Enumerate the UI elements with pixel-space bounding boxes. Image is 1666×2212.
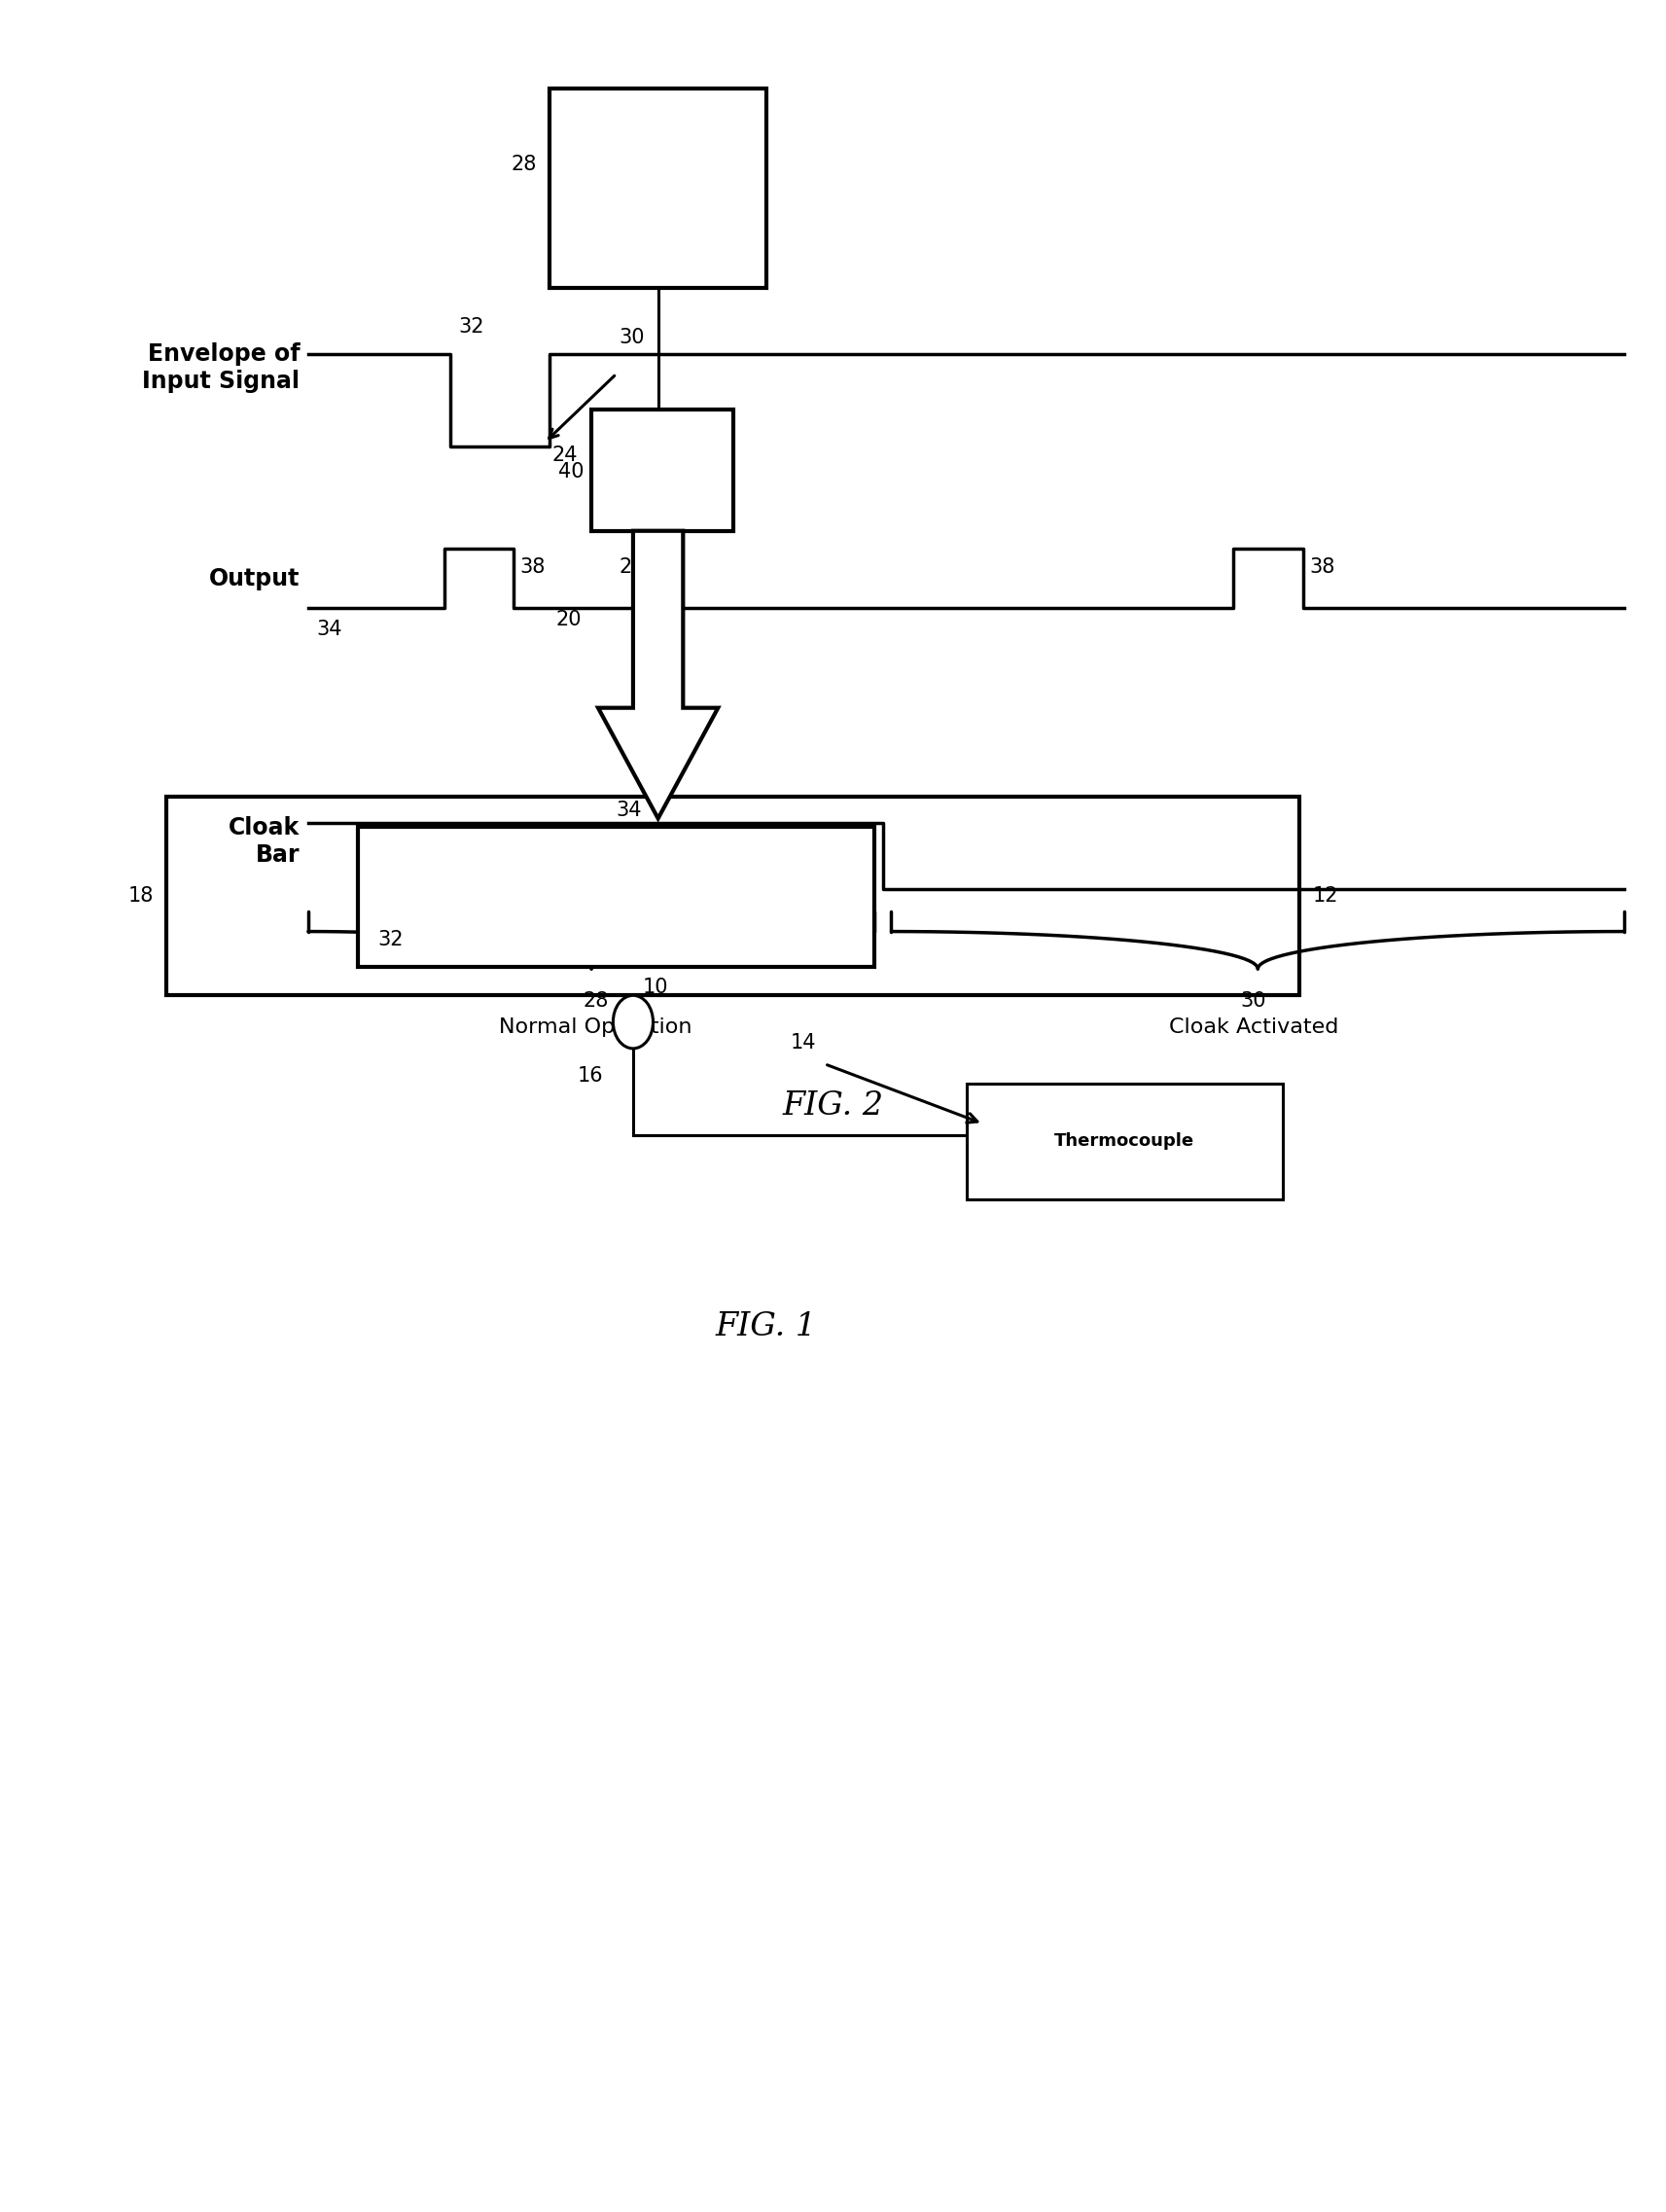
Text: 32: 32: [378, 929, 403, 949]
Text: 40: 40: [558, 462, 583, 482]
Text: 10: 10: [643, 978, 668, 998]
Text: Cloak
Bar: Cloak Bar: [228, 816, 300, 867]
Text: 12: 12: [1313, 887, 1338, 905]
Text: Thermocouple: Thermocouple: [1055, 1133, 1195, 1150]
Text: 16: 16: [576, 1066, 603, 1086]
Text: FIG. 1: FIG. 1: [716, 1312, 816, 1343]
Text: 14: 14: [791, 1033, 816, 1053]
Text: 18: 18: [128, 887, 153, 905]
Text: 20: 20: [556, 611, 581, 628]
Text: 30: 30: [620, 327, 645, 347]
Text: 38: 38: [1309, 557, 1334, 577]
Bar: [358, 827, 875, 967]
Polygon shape: [598, 531, 718, 818]
Text: 24: 24: [553, 447, 578, 465]
Bar: [591, 409, 733, 531]
Bar: [167, 796, 1299, 995]
Text: Envelope of
Input Signal: Envelope of Input Signal: [142, 343, 300, 394]
Bar: [550, 88, 766, 288]
Text: 34: 34: [616, 801, 641, 821]
Text: 38: 38: [520, 557, 545, 577]
Text: 26: 26: [618, 557, 645, 577]
Bar: [966, 1084, 1283, 1199]
Text: 28: 28: [511, 155, 536, 175]
Text: Output: Output: [208, 566, 300, 591]
Text: 32: 32: [458, 316, 483, 336]
Text: 28: 28: [583, 991, 608, 1011]
Text: Cloak Activated: Cloak Activated: [1170, 1018, 1338, 1037]
Text: Normal Operation: Normal Operation: [500, 1018, 691, 1037]
Circle shape: [613, 995, 653, 1048]
Text: 34: 34: [317, 619, 342, 639]
Text: 30: 30: [1241, 991, 1266, 1011]
Text: FIG. 2: FIG. 2: [783, 1091, 883, 1121]
